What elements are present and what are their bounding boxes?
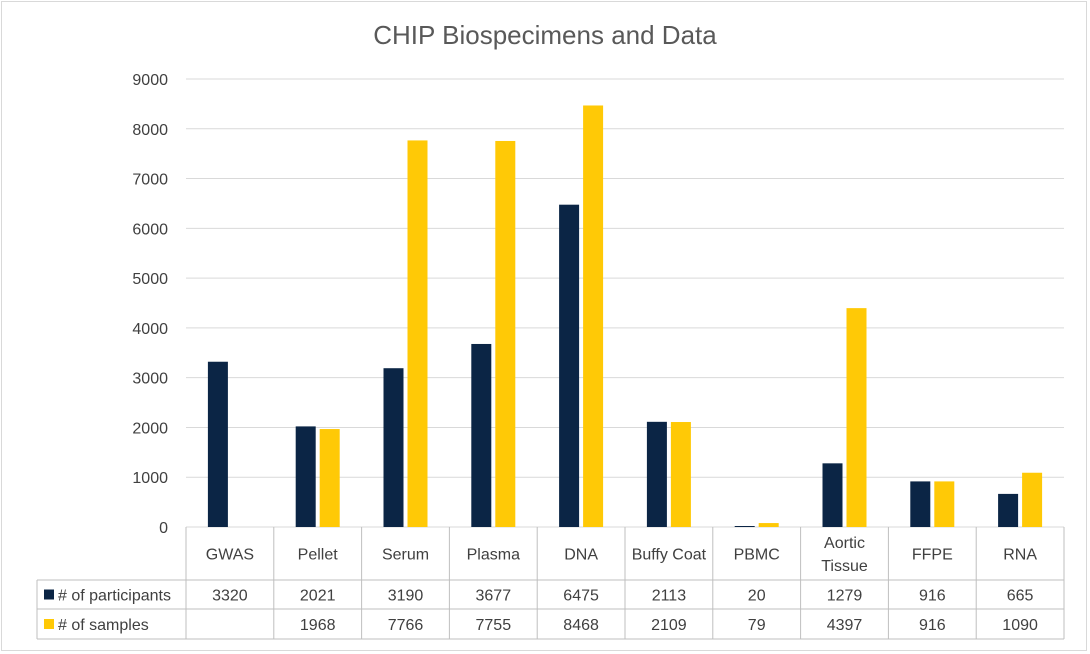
table-value: 2021 [300, 588, 336, 605]
table-value: 916 [919, 588, 946, 605]
y-tick-label: 5000 [132, 271, 168, 288]
bar-samples [846, 308, 867, 527]
bar-samples [934, 481, 955, 527]
category-label: FFPE [912, 547, 953, 564]
y-tick-label: 1000 [132, 470, 168, 487]
bar-samples [670, 422, 691, 527]
table-value: 1968 [300, 617, 336, 634]
y-tick-label: 4000 [132, 321, 168, 338]
y-tick-label: 0 [159, 520, 168, 537]
table-value: 20 [748, 588, 766, 605]
bar-participants [734, 526, 755, 527]
bar-samples [1022, 472, 1043, 527]
y-tick-label: 7000 [132, 172, 168, 189]
y-tick-label: 3000 [132, 371, 168, 388]
legend-label: # of participants [58, 588, 171, 605]
y-tick-label: 2000 [132, 420, 168, 437]
bar-samples [319, 429, 340, 527]
table-value: 1090 [1002, 617, 1038, 634]
category-label: RNA [1003, 547, 1037, 564]
y-tick-label: 6000 [132, 221, 168, 238]
table-value: 8468 [563, 617, 599, 634]
bar-participants [295, 426, 316, 527]
y-tick-label: 8000 [132, 122, 168, 139]
table-value: 1279 [827, 588, 863, 605]
bar-samples [758, 523, 779, 527]
table-value: 7755 [476, 617, 512, 634]
bar-participants [559, 204, 580, 527]
bar-participants [207, 361, 228, 527]
y-axis-ticks: 0 1000 2000 3000 4000 5000 6000 7000 8000 9000 [132, 72, 168, 537]
bar-samples [407, 140, 428, 527]
category-label: Pellet [298, 547, 339, 564]
legend-swatch [44, 589, 54, 600]
table-value: 3677 [476, 588, 512, 605]
category-label: Buffy Coat [632, 547, 707, 564]
category-label: Aortic [824, 535, 865, 552]
table-value: 665 [1007, 588, 1034, 605]
gridlines [186, 78, 1064, 528]
category-label: DNA [564, 547, 598, 564]
category-label: GWAS [206, 547, 254, 564]
bar-participants [471, 343, 492, 527]
bar-participants [910, 481, 931, 527]
table-value: 916 [919, 617, 946, 634]
category-label: Tissue [821, 558, 868, 575]
y-tick-label: 9000 [132, 72, 168, 89]
bar-participants [998, 493, 1019, 527]
bar-participants [646, 421, 667, 527]
category-label: PBMC [734, 547, 780, 564]
category-label: Serum [382, 547, 429, 564]
bar-participants [822, 463, 843, 527]
category-label: Plasma [467, 547, 520, 564]
legend-swatch [44, 619, 54, 629]
table-value: 3190 [388, 588, 424, 605]
table-value: 4397 [827, 617, 863, 634]
bar-samples [583, 105, 604, 527]
table-value: 7766 [388, 617, 424, 634]
data-table: GWAS Pellet Serum Plasma DNA Buffy Coat PBMC Ao… [36, 527, 1065, 640]
table-value: 2113 [652, 588, 687, 605]
table-value: 79 [748, 617, 766, 634]
chart-title: CHIP Biospecimens and Data [373, 20, 717, 50]
table-value: 2109 [651, 617, 687, 634]
bar-participants [383, 368, 404, 527]
table-value: 3320 [212, 588, 248, 605]
bar-samples [495, 140, 516, 527]
legend-label: # of samples [58, 617, 149, 634]
bars [207, 105, 1043, 527]
table-value: 6475 [563, 588, 599, 605]
